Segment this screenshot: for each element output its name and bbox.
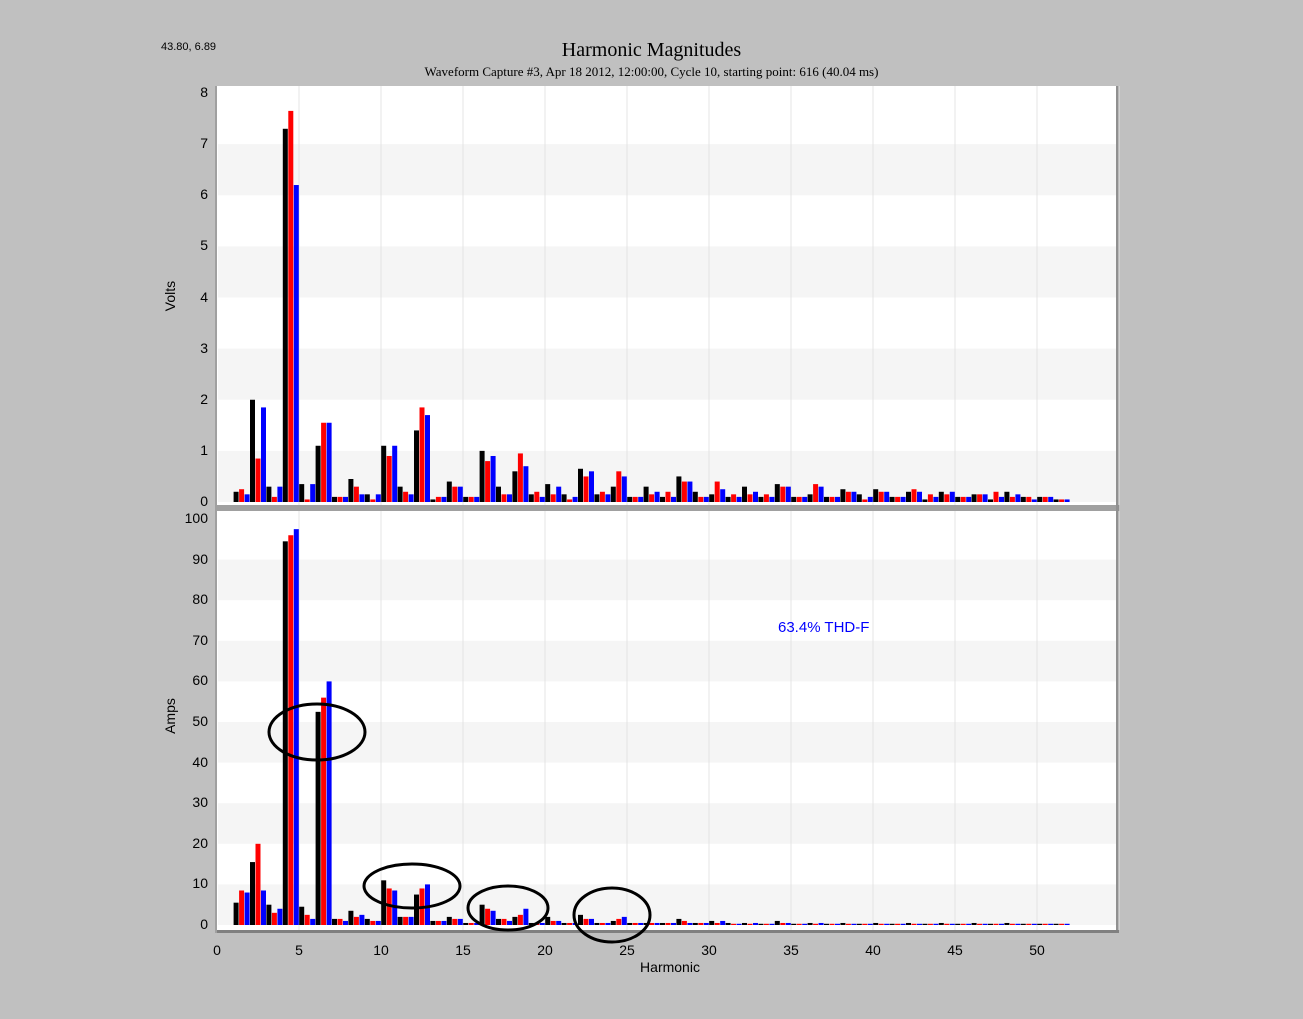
x-tick-label: 35: [783, 942, 799, 958]
y-tick-label: 0: [200, 493, 208, 509]
y-tick-label: 5: [200, 237, 208, 254]
y-tick-label: 6: [200, 186, 208, 203]
x-tick-label: 30: [701, 942, 717, 958]
thd-annotation: 63.4% THD-F: [778, 619, 870, 636]
x-tick-label: 45: [947, 942, 963, 958]
y-tick-label: 60: [192, 672, 208, 689]
y-tick-label: 80: [192, 591, 208, 608]
y-tick-label: 70: [192, 631, 208, 648]
y-tick-label: 2: [200, 390, 208, 407]
x-tick-label: 0: [213, 942, 221, 958]
y-tick-label: 20: [192, 834, 208, 851]
chart-subtitle: Waveform Capture #3, Apr 18 2012, 12:00:…: [424, 64, 879, 79]
y-axis-line: [215, 86, 217, 933]
x-tick-label: 20: [537, 942, 553, 958]
plot-divider[interactable]: [217, 505, 1118, 511]
y-tick-label: 3: [200, 339, 208, 356]
x-tick-label: 25: [619, 942, 635, 958]
y-tick-label: 10: [192, 875, 208, 892]
y-tick-label: 7: [200, 135, 208, 152]
y-tick-label: 90: [192, 550, 208, 567]
chart-title: Harmonic Magnitudes: [561, 39, 742, 61]
y-tick-label: 1: [200, 441, 208, 458]
y-tick-label: 30: [192, 794, 208, 811]
cursor-coordinates: 43.80, 6.89: [161, 41, 217, 53]
y-tick-label: 40: [192, 753, 208, 770]
x-tick-label: 15: [455, 942, 471, 958]
y-tick-label: 100: [184, 510, 208, 526]
plot-frame-bottom: [217, 930, 1119, 933]
y-tick-label: 8: [200, 84, 208, 100]
plot-frame-right: [1116, 86, 1119, 933]
x-tick-label: 50: [1029, 942, 1045, 958]
x-axis-label: Harmonic: [640, 959, 700, 975]
y-tick-label: 50: [192, 713, 208, 729]
x-tick-label: 10: [373, 942, 389, 958]
x-tick-label: 5: [295, 942, 303, 958]
y-tick-label: 0: [200, 916, 208, 932]
x-tick-label: 40: [865, 942, 881, 958]
y-tick-label: 4: [200, 288, 208, 305]
